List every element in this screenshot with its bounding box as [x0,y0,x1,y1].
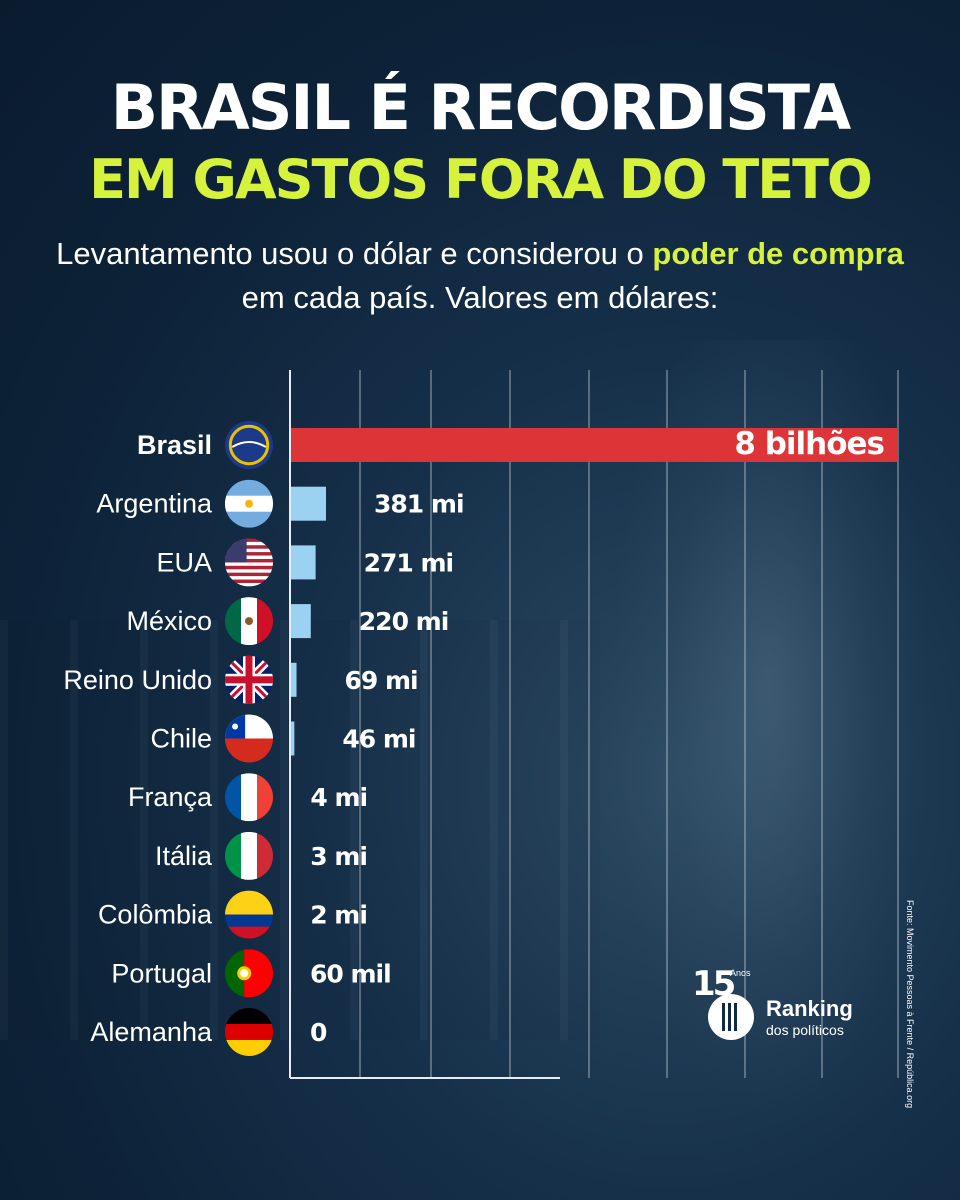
category-label: EUA [156,547,212,577]
bar [290,721,295,756]
logo-years-label: Anos [730,968,751,978]
category-label: Alemanha [90,1017,213,1047]
category-label: Argentina [96,489,213,519]
bar-row: Chile 46 mi [150,714,416,763]
logo-subname: dos políticos [766,1022,844,1038]
brazil-flag-icon [225,421,273,469]
france-flag-icon [225,773,273,822]
portugal-flag-icon [225,949,273,998]
data-label: 2 mi [310,901,367,930]
subtitle-text-2: em cada país. Valores em dólares: [241,280,719,315]
data-label: 220 mi [359,607,449,636]
argentina-flag-icon [225,479,273,528]
data-label: 0 [310,1018,327,1047]
bar-row: Colômbia 2 mi [98,890,368,939]
headline-line-1: BRASIL É RECORDISTA [110,71,851,144]
category-label: México [126,606,212,636]
colombia-flag-icon [225,890,273,939]
data-label: 60 mil [310,959,391,988]
uk-flag-icon [225,655,273,704]
logo-name: Ranking [766,996,853,1021]
data-label: 4 mi [310,783,367,812]
data-label: 3 mi [310,842,367,871]
subtitle: Levantamento usou o dólar e considerou o… [50,232,910,320]
category-label: Reino Unido [63,665,212,695]
italy-flag-icon [225,831,273,880]
source-note: Fonte: Movimento Pessoas à Frente / Repú… [905,900,915,1109]
subtitle-highlight: poder de compra [652,236,904,271]
data-label: 69 mi [345,666,418,695]
bar-row: Reino Unido 69 mi [63,655,419,704]
data-label: 8 bilhões [734,426,884,462]
data-label: 381 mi [374,490,464,519]
bar [290,428,898,462]
bar [290,545,316,580]
category-label: Chile [150,724,212,754]
usa-flag-icon [225,538,273,587]
data-label: 271 mi [364,548,454,577]
column-icon [708,994,754,1040]
bar-row: Argentina 381 mi [96,479,465,528]
bar [290,604,311,639]
bar-row: México 220 mi [126,597,449,646]
germany-flag-icon [225,1008,273,1056]
mexico-flag-icon [225,597,273,646]
data-label: 46 mi [342,725,415,754]
bar-row: EUA 271 mi [156,538,454,587]
bar-row: Itália 3 mi [155,831,368,880]
category-label: Itália [155,841,213,871]
bar [290,662,297,697]
subtitle-text-1: Levantamento usou o dólar e considerou o [56,236,653,271]
headline-line-2: EM GASTOS FORA DO TETO [89,148,873,211]
bar-row: França 4 mi [128,773,368,822]
bar [290,486,326,521]
bar-row: Portugal 60 mil [111,949,392,998]
ranking-logo: 15 Anos Ranking dos políticos [690,964,870,1044]
category-label: França [128,782,213,812]
chile-flag-icon [225,714,273,763]
category-label: Brasil [137,430,212,460]
category-label: Portugal [111,958,212,988]
bar-row: Alemanha 0 [90,1008,328,1056]
bar-row: Brasil 8 bilhões [137,421,898,469]
category-label: Colômbia [98,900,213,930]
bar-chart: Brasil 8 bilhões Argentina 381 mi EUA 271 mi M… [63,370,899,1079]
